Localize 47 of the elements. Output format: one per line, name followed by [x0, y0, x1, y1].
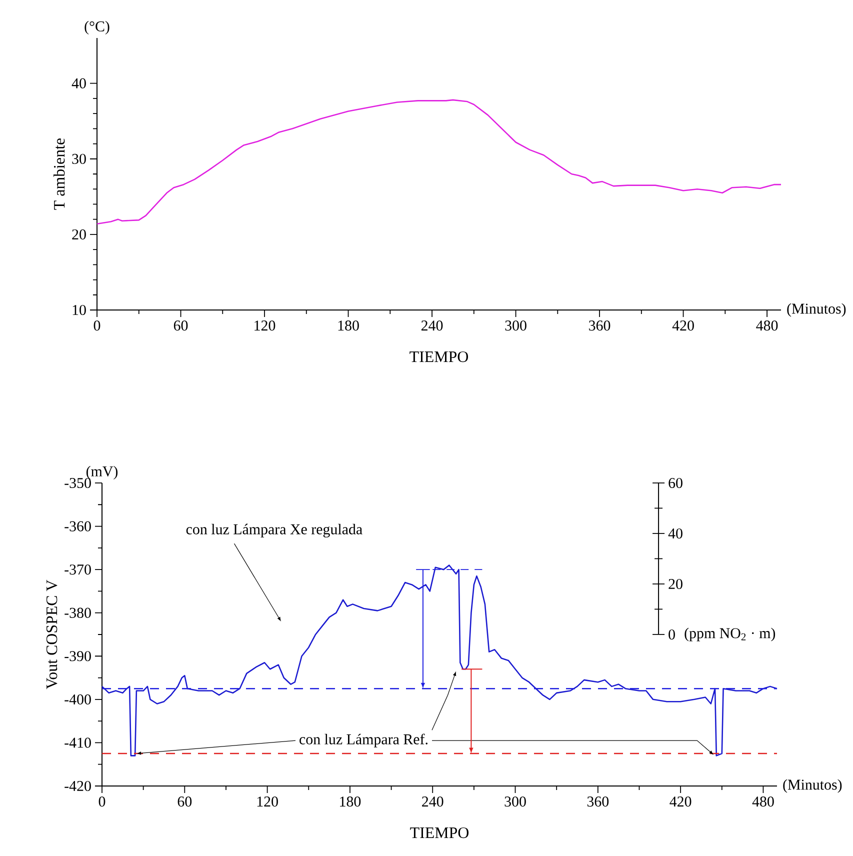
text: (Minutos): [783, 779, 842, 793]
x-tick-label: 60: [174, 320, 188, 331]
y-tick-label: -390: [64, 651, 91, 662]
y-axis-title: T ambiente: [53, 138, 65, 210]
y-tick-label: -420: [64, 780, 91, 792]
x-tick-label: 180: [338, 320, 359, 331]
x-tick-label: 240: [421, 320, 443, 331]
x-tick-label: 240: [422, 796, 444, 807]
x-axis-title: TIEMPO: [410, 827, 469, 838]
y-tick-label: -350: [64, 478, 91, 488]
x-tick-label: 0: [98, 796, 106, 807]
x-tick-label: 300: [504, 796, 526, 807]
y2-tick-label: 40: [668, 528, 682, 539]
x-tick-label: 180: [340, 796, 361, 807]
annotation: con luz Lámpara Ref.: [300, 734, 428, 748]
line-series: [101, 564, 778, 756]
y-tick-label: -360: [64, 521, 91, 532]
x-axis-title: TIEMPO: [410, 351, 468, 362]
y-tick-label: 30: [72, 154, 86, 164]
y-tick-label: -370: [64, 564, 91, 575]
text: (mV): [86, 466, 118, 480]
x-tick-label: 420: [670, 796, 692, 807]
x-tick-label: 480: [756, 320, 778, 331]
y-tick-label: -410: [64, 738, 91, 748]
annotation: con luz Lámpara Xe regulada: [186, 524, 362, 538]
y2-axis-title: (ppm NO$_{2}$ · m): [684, 628, 776, 642]
y-tick-label: 20: [72, 229, 86, 240]
text: (°C): [84, 20, 110, 34]
text: (Minutos): [787, 303, 846, 317]
y2-tick-label: 20: [668, 578, 682, 590]
x-tick-label: 420: [672, 320, 694, 331]
x-tick-label: 60: [178, 796, 192, 807]
x-tick-label: 360: [589, 320, 610, 331]
y2-tick-label: 0: [668, 629, 675, 640]
x-tick-label: 120: [254, 320, 276, 331]
x-tick-label: 480: [752, 796, 774, 807]
y-tick-label: 10: [72, 304, 86, 316]
x-tick-label: 300: [505, 320, 526, 331]
y2-tick-label: 60: [668, 478, 682, 488]
x-tick-label: 360: [587, 796, 609, 807]
line-series: [96, 99, 782, 225]
y-tick-label: -400: [64, 694, 91, 704]
y-tick-label: 40: [72, 78, 86, 88]
y-tick-label: -380: [64, 608, 91, 618]
x-tick-label: 0: [94, 320, 100, 331]
y-axis-title: Vout COSPEC V: [46, 580, 58, 690]
x-tick-label: 120: [257, 796, 278, 807]
